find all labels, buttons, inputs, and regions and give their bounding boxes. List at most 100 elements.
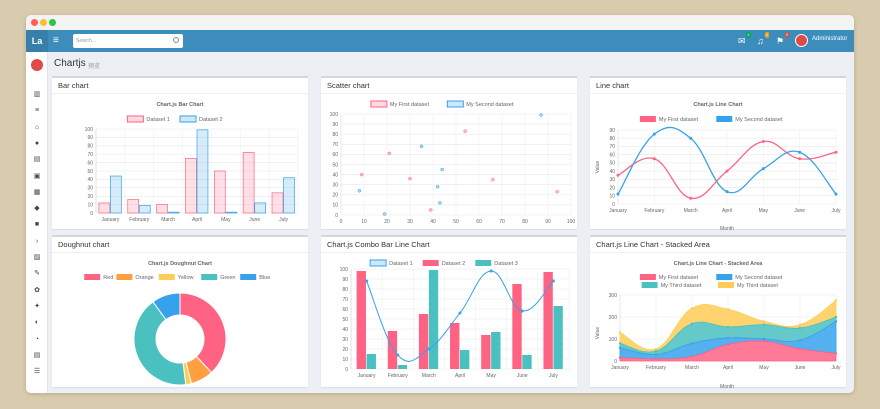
scatter-point [419,144,424,149]
data-point [690,342,694,345]
scatter-point [408,176,412,181]
bar [283,177,295,214]
y-tick-label: 60 [609,152,615,158]
legend-label: My Second dataset [466,102,514,108]
stacked-area-card: Chart.js Line Chart - Stacked Area Chart… [590,235,846,389]
bank-icon[interactable]: ⌂ [34,123,40,131]
data-point [690,355,694,358]
card-title: Bar chart [58,81,89,90]
card-title: Chart.js Line Chart - Stacked Area [596,240,710,249]
scatter-point [463,129,467,133]
doughnut-slice [152,292,181,321]
chart-bar-icon[interactable]: ▥ [33,91,41,98]
data-point [726,325,730,329]
line-chart: Chart.js Line Chart My First dataset My Se… [595,102,841,231]
flag-icon[interactable]: ◆ [34,205,40,213]
y-tick-label: 50 [342,317,348,323]
legend-label: My First dataset [390,102,430,108]
doughnut-chart: Chart.js Doughnut Chart Red Orange Yellow Gr… [84,261,270,386]
maximize-dot[interactable] [49,19,56,26]
y-tick-label: 20 [87,194,93,200]
task-badge: 9 [784,32,790,38]
chart-title: Chart.js Bar Chart [156,102,203,108]
archive-icon[interactable]: ▤ [33,351,41,359]
y-tick-label: 0 [612,202,615,208]
x-tick-label: January [609,208,627,214]
y-tick-label: 80 [332,132,338,138]
scatter-chart-card: Scatter chart My First dataset My Second … [321,76,577,229]
x-tick-label: July [832,208,841,214]
card-title: Scatter chart [327,81,370,90]
bar [254,202,267,214]
bell-icon[interactable]: ♫ 3 [757,32,769,46]
legend-label: Green [220,275,235,281]
edit-icon[interactable]: ✎ [34,270,40,278]
book-icon[interactable]: ▣ [33,172,41,180]
y-tick-label: 0 [90,211,93,217]
menu-toggle-icon[interactable]: ≡ [53,35,59,46]
flag-icon[interactable]: ⚑ 9 [776,32,790,46]
legend-label: Red [103,275,113,281]
data-point [618,342,622,345]
data-point [761,167,765,171]
toggle-icon[interactable]: ◐ [34,319,40,327]
search-icon[interactable] [173,37,179,43]
data-point [798,157,802,161]
data-point [725,169,729,173]
card-title: Doughnut chart [58,240,110,249]
table-icon[interactable]: ▦ [33,188,41,196]
cubes-icon[interactable]: ✿ [34,286,40,294]
scatter-point [555,190,559,194]
terminal-icon[interactable]: › [35,237,39,245]
cogs-icon[interactable]: ✦ [34,302,40,310]
y-tick-label: 100 [85,127,94,133]
data-point [689,196,693,200]
clock-icon[interactable]: ◔ [34,335,40,343]
bar [127,199,140,214]
search-input[interactable] [76,35,166,47]
x-tick-label: May [759,365,769,371]
scatter-point [440,167,444,172]
bar-chart: Chart.js Bar Chart Dataset 1 Dataset 2 0 10 2… [85,102,299,223]
map-icon[interactable]: ▤ [33,156,41,164]
mail-icon[interactable]: ✉ 4 [738,32,751,46]
map-marker-icon[interactable]: ● [34,139,40,147]
data-point [689,136,693,140]
legend-swatch [179,115,197,123]
list-icon[interactable]: ≡ [34,107,40,115]
card-title: Line chart [596,81,629,90]
data-point [654,347,658,351]
sidebar-logo[interactable] [31,59,43,71]
legend-label: My Third dataset [737,283,778,289]
y-tick-label: 50 [609,161,615,167]
doughnut-chart-card: Doughnut chart Chart.js Doughnut Chart Re… [52,235,308,387]
y-tick-label: 300 [609,293,618,299]
data-point [834,320,838,323]
minimize-dot[interactable] [40,19,47,26]
data-point [726,336,730,340]
legend-label: Dataset 2 [442,261,466,267]
y-tick-label: 100 [330,112,339,118]
scatter-point [491,177,495,182]
y-tick-label: 0 [614,359,617,365]
x-tick-label: 80 [522,219,528,225]
admin-name[interactable]: Administrator [812,36,848,42]
bar [98,202,111,214]
legend-swatch [716,274,733,280]
y-tick-label: 40 [332,172,338,178]
scatter-point [435,184,440,189]
legend-swatch [240,274,257,280]
close-dot[interactable] [31,19,38,26]
scatter-point [359,172,364,177]
sliders-icon[interactable]: ☰ [33,368,41,376]
data-point [726,308,730,311]
bar [491,332,501,369]
y-tick-label: 80 [609,136,615,142]
avatar[interactable] [795,34,808,47]
logo[interactable]: La [26,30,48,52]
image-icon[interactable]: ▨ [33,254,41,261]
legend-label: My First dataset [659,117,699,123]
x-tick-label: 30 [407,219,413,225]
video-icon[interactable]: ■ [34,221,40,229]
